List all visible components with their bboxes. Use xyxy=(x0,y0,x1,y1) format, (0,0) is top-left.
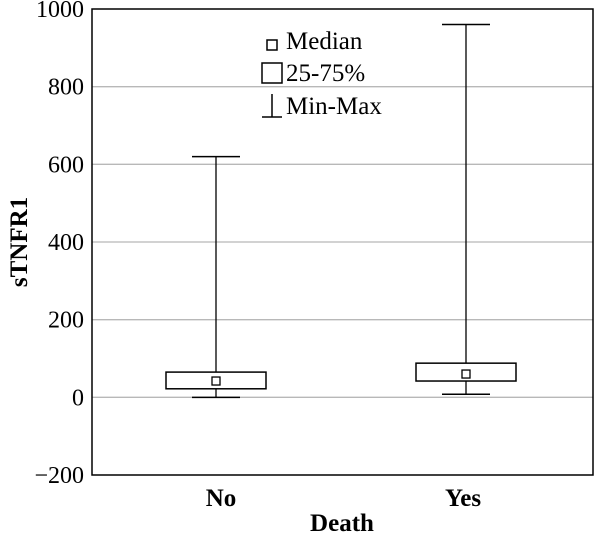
y-tick-label: 600 xyxy=(48,152,84,178)
box-series xyxy=(165,23,517,399)
box-plot-yes xyxy=(415,23,517,395)
legend-box-label: 25-75% xyxy=(286,60,365,87)
y-tick-label: 200 xyxy=(48,308,84,334)
legend: Median 25-75% Min-Max xyxy=(261,28,382,120)
legend-median-label: Median xyxy=(286,28,363,55)
y-tick-label: 0 xyxy=(72,385,84,411)
x-axis-category-labels: No Yes xyxy=(206,485,482,512)
y-axis-ticks: −200 0 200 400 600 800 1000 xyxy=(34,0,84,489)
y-tick-label: 800 xyxy=(48,75,84,101)
x-axis-title: Death xyxy=(310,510,374,533)
legend-median-symbol xyxy=(266,39,278,51)
median-marker xyxy=(211,376,221,386)
y-tick-label: 400 xyxy=(48,230,84,256)
y-axis-title: sTNFR1 xyxy=(6,197,33,287)
x-category-label: No xyxy=(206,485,237,512)
grid-lines xyxy=(92,86,593,398)
legend-whisker-label: Min-Max xyxy=(286,93,382,120)
legend-whisker-symbol xyxy=(262,94,282,118)
y-tick-label: −200 xyxy=(34,463,84,489)
box-plot-no xyxy=(165,155,267,399)
x-category-label: Yes xyxy=(445,485,481,512)
median-marker xyxy=(461,369,471,379)
y-tick-label: 1000 xyxy=(36,0,84,23)
legend-box-symbol xyxy=(261,62,283,84)
plot-frame xyxy=(91,8,594,476)
